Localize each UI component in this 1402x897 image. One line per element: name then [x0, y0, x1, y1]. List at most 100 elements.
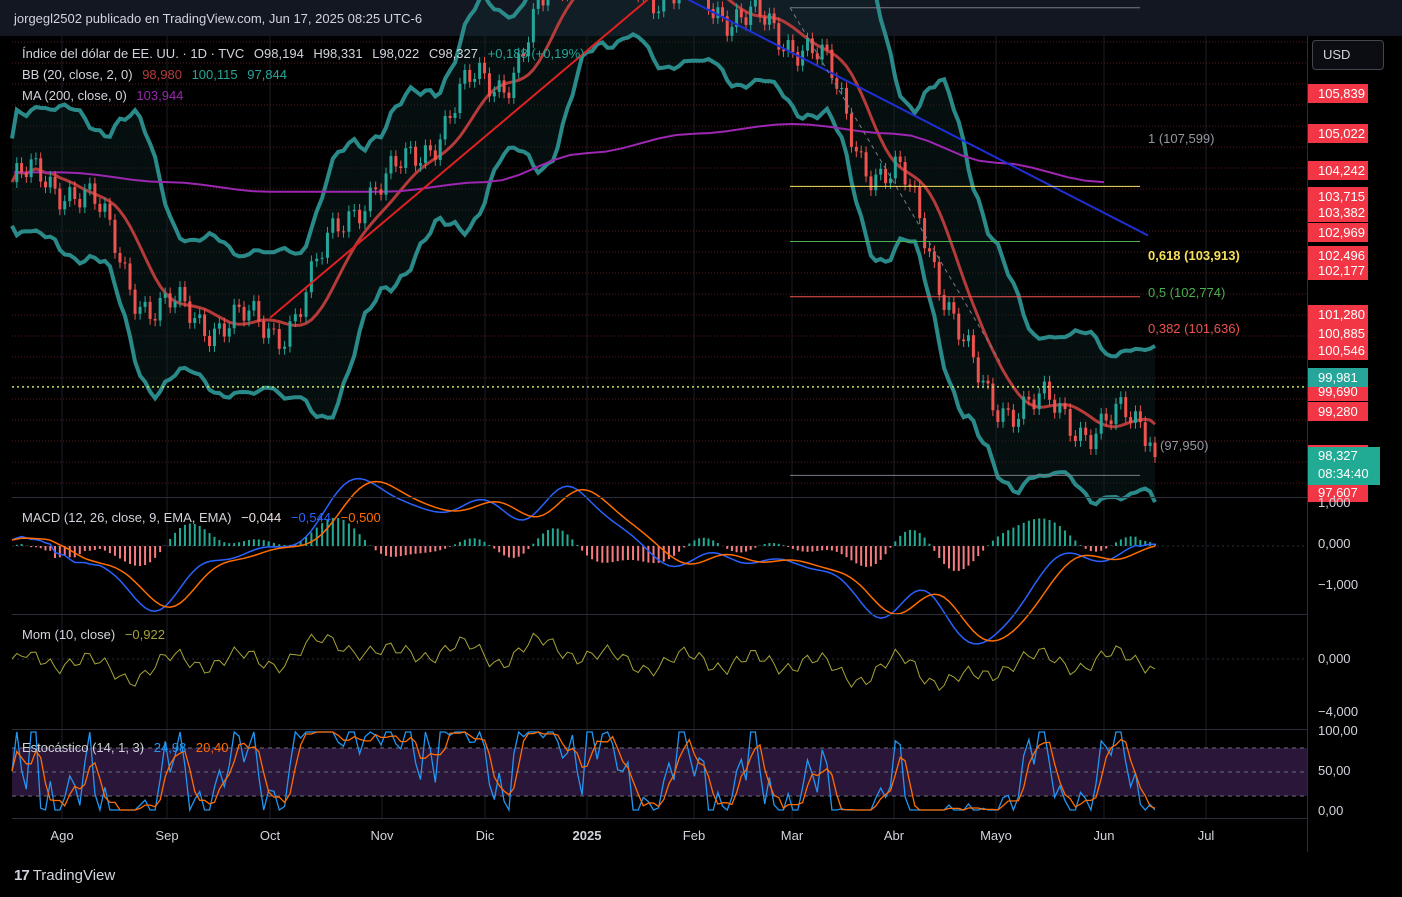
candle-body — [409, 146, 413, 149]
price-label: 99,280 — [1308, 401, 1368, 421]
candle-body — [183, 287, 187, 302]
candle-body — [492, 91, 496, 97]
tradingview-logo[interactable]: 17 TradingView — [14, 867, 115, 884]
candle-body — [58, 188, 62, 210]
time-axis-label: Feb — [682, 828, 706, 843]
candle-body — [1143, 422, 1147, 446]
time-axis-label: 2025 — [572, 828, 602, 843]
candle-body — [986, 380, 990, 384]
brand-name: TradingView — [32, 867, 116, 884]
time-axis-label: Nov — [370, 828, 394, 843]
price-label: 105,022 — [1308, 123, 1368, 143]
publisher-text: jorgegl2502 publicado en TradingView.com… — [14, 11, 423, 26]
candle-body — [825, 44, 829, 50]
currency-selector[interactable]: USD — [1312, 40, 1384, 70]
ohlc-close: C98,327 — [428, 46, 478, 61]
candle-body — [662, 0, 666, 12]
candle-body — [73, 187, 77, 200]
candle-body — [252, 301, 256, 311]
candle-body — [716, 7, 720, 19]
candle-body — [320, 257, 324, 259]
candle-body — [1063, 403, 1067, 410]
candle-body — [242, 306, 246, 321]
candle-body — [976, 357, 980, 383]
bb-lower-value: 97,844 — [247, 67, 287, 82]
candle-body — [957, 313, 961, 340]
time-axis-label: Oct — [259, 828, 281, 843]
candle-body — [893, 156, 897, 179]
candle-body — [217, 323, 221, 329]
macd-signal-value: −0,500 — [340, 510, 381, 525]
candle-body — [512, 72, 516, 99]
pane-divider-stoch — [12, 729, 1308, 730]
candle-body — [991, 383, 995, 411]
candle-body — [1138, 411, 1142, 423]
candle-body — [952, 302, 956, 314]
candle-body — [1027, 396, 1031, 400]
candle-body — [342, 231, 346, 233]
candle-body — [1058, 403, 1062, 413]
candle-body — [257, 301, 261, 322]
ma-legend[interactable]: MA (200, close, 0) 103,944 — [22, 88, 189, 103]
candle-body — [967, 335, 971, 342]
candle-body — [840, 88, 844, 90]
candle-body — [1048, 381, 1052, 400]
candle-body — [962, 339, 966, 342]
candle-body — [158, 297, 162, 321]
candle-body — [336, 218, 340, 232]
stoch-d-line — [11, 731, 1156, 811]
candle-body — [781, 49, 785, 52]
bb-title: BB (20, close, 2, 0) — [22, 67, 133, 82]
price-label: 97,607 — [1308, 483, 1368, 502]
bb-upper-line — [10, 0, 1156, 359]
candle-body — [358, 209, 362, 224]
candle-body — [148, 301, 152, 319]
candle-body — [1006, 408, 1010, 410]
candle-body — [835, 78, 839, 89]
candle-body — [777, 23, 781, 50]
candle-body — [1094, 433, 1098, 450]
candle-body — [247, 310, 251, 321]
time-axis-label: Abr — [883, 828, 905, 843]
fib-level-382: 0,382 (101,636) — [1148, 321, 1240, 336]
price-label: 100,885 — [1308, 324, 1368, 344]
bb-legend[interactable]: BB (20, close, 2, 0) 98,980 100,115 97,8… — [22, 67, 293, 82]
tv-logo-icon: 17 — [14, 867, 30, 884]
candle-body — [203, 314, 207, 336]
candle-body — [1109, 420, 1113, 425]
candle-body — [143, 301, 147, 307]
chart-frame[interactable] — [12, 36, 1390, 852]
candle-body — [138, 306, 142, 314]
candle-body — [222, 323, 226, 337]
candle-body — [820, 44, 824, 60]
time-axis-label: Mar — [780, 828, 804, 843]
candle-body — [874, 174, 878, 191]
candle-body — [153, 318, 157, 321]
stoch-legend[interactable]: Estocástico (14, 1, 3) 24,98 20,40 — [22, 740, 234, 755]
candle-body — [763, 16, 767, 25]
candle-body — [277, 329, 281, 349]
candle-body — [384, 173, 388, 195]
candle-body — [753, 0, 757, 7]
time-axis-divider — [12, 818, 1308, 819]
price-label: 100,546 — [1308, 340, 1368, 360]
candle-body — [1153, 442, 1157, 458]
mom-legend[interactable]: Mom (10, close) −0,922 — [22, 627, 171, 642]
candle-body — [118, 252, 122, 263]
candle-body — [1032, 399, 1036, 410]
candle-body — [1114, 403, 1118, 425]
candle-body — [677, 0, 681, 4]
candle-body — [517, 53, 521, 73]
footer: 17 TradingView — [0, 852, 1402, 897]
stoch-d-value: 20,40 — [195, 740, 229, 755]
candle-body — [971, 335, 975, 358]
candle-body — [93, 183, 97, 204]
time-axis-label: Mayo — [980, 828, 1012, 843]
candle-body — [981, 380, 985, 383]
pane-divider-macd — [12, 497, 1308, 498]
stoch-k-value: 24,98 — [153, 740, 187, 755]
macd-legend[interactable]: MACD (12, 26, close, 9, EMA, EMA) −0,044… — [22, 510, 387, 525]
fib-level-5: 0,5 (102,774) — [1148, 285, 1226, 300]
symbol-label[interactable]: Índice del dólar de EE. UU. · 1D · TVC — [22, 46, 245, 61]
